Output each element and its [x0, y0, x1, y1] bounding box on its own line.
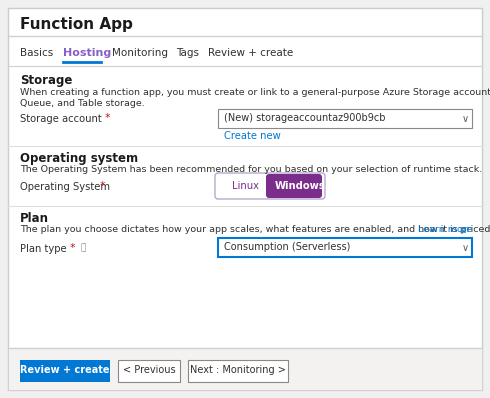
Text: ∨: ∨ — [462, 114, 469, 124]
Bar — [218, 109, 472, 128]
Text: *: * — [97, 181, 105, 191]
Text: Learn more: Learn more — [418, 225, 472, 234]
Text: < Previous: < Previous — [122, 365, 175, 375]
Bar — [218, 238, 472, 257]
Text: ⊡: ⊡ — [459, 226, 466, 235]
Text: Operating system: Operating system — [20, 152, 138, 165]
Text: Review + create: Review + create — [20, 365, 110, 375]
Text: Hosting: Hosting — [63, 48, 111, 58]
Text: Tags: Tags — [175, 48, 198, 58]
Text: Windows: Windows — [275, 181, 326, 191]
Text: When creating a function app, you must create or link to a general-purpose Azure: When creating a function app, you must c… — [20, 88, 490, 97]
Text: Plan type: Plan type — [20, 244, 67, 254]
Text: *: * — [102, 113, 110, 123]
Text: Plan: Plan — [20, 212, 49, 225]
Text: Next : Monitoring >: Next : Monitoring > — [190, 365, 286, 375]
Text: Linux: Linux — [232, 181, 259, 191]
Text: Storage: Storage — [20, 74, 73, 87]
Text: Review + create: Review + create — [208, 48, 294, 58]
Text: ⓘ: ⓘ — [80, 244, 85, 252]
Text: Operating System: Operating System — [20, 182, 110, 192]
Bar — [118, 360, 180, 382]
Text: Queue, and Table storage.: Queue, and Table storage. — [20, 99, 145, 108]
Text: (New) storageaccountaz900b9cb: (New) storageaccountaz900b9cb — [224, 113, 386, 123]
FancyBboxPatch shape — [266, 174, 322, 198]
Text: The plan you choose dictates how your app scales, what features are enabled, and: The plan you choose dictates how your ap… — [20, 225, 490, 234]
Bar — [188, 360, 288, 382]
Bar — [20, 360, 110, 382]
FancyBboxPatch shape — [215, 173, 325, 199]
Text: Consumption (Serverless): Consumption (Serverless) — [224, 242, 350, 252]
Text: *: * — [67, 243, 75, 253]
Text: Monitoring: Monitoring — [112, 48, 168, 58]
Bar — [8, 348, 482, 390]
Text: ∨: ∨ — [462, 243, 469, 253]
Text: The Operating System has been recommended for you based on your selection of run: The Operating System has been recommende… — [20, 165, 482, 174]
Text: Function App: Function App — [20, 17, 133, 32]
Text: Storage account: Storage account — [20, 114, 102, 124]
Text: Basics: Basics — [20, 48, 53, 58]
Text: Create new: Create new — [224, 131, 281, 141]
